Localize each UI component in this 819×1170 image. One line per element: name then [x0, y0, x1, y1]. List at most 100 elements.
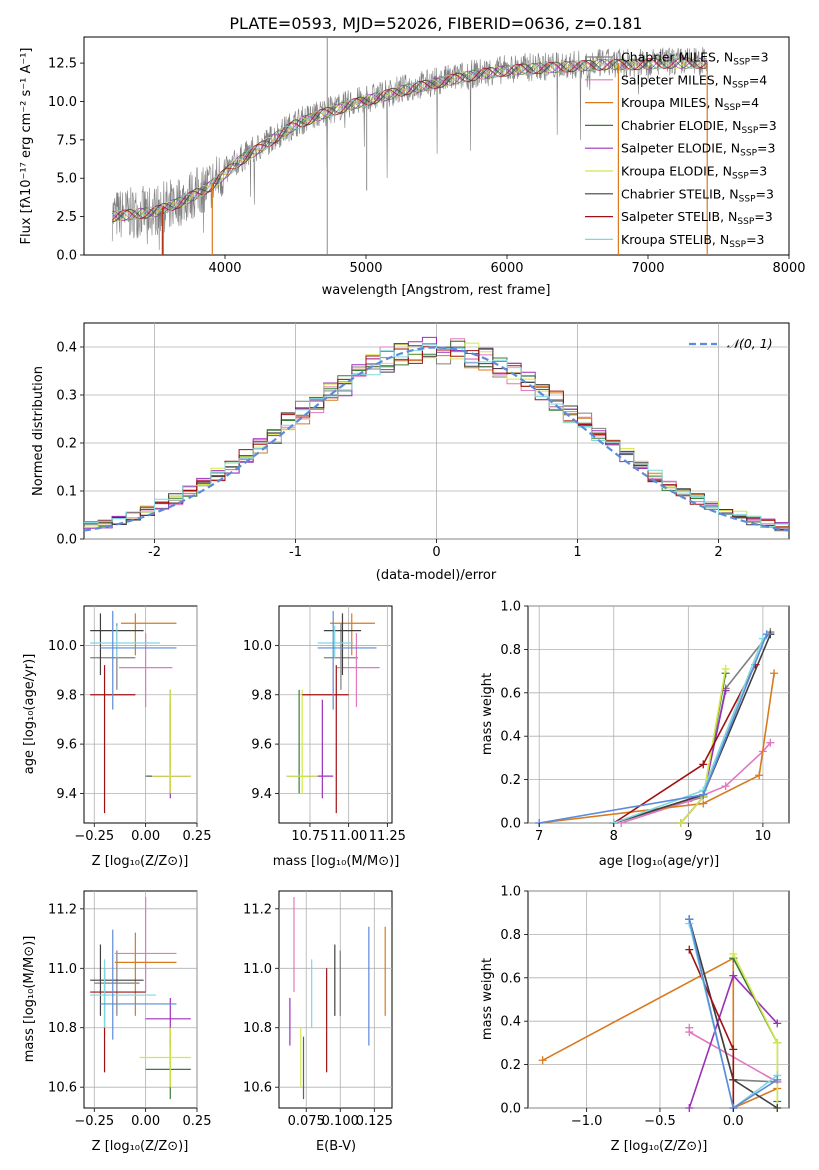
spectrum-ytick-label: 10.0 — [48, 95, 77, 110]
spectrum-xtick-label: 7000 — [631, 261, 664, 276]
normal-curve — [83, 346, 790, 532]
weight-marker — [684, 797, 693, 806]
age-vs-Z-xtick-label: −0.25 — [74, 829, 114, 844]
age-vs-Z-xtick-label: 0.25 — [183, 829, 212, 844]
weight-line — [613, 664, 757, 824]
residuals-xtick-label: -1 — [289, 545, 302, 560]
mass-vs-Z-xlabel: Z [log₁₀(Z/Z⊙)] — [92, 1139, 189, 1154]
weight-marker — [766, 738, 775, 747]
weight-line — [542, 956, 778, 1110]
grid-layer — [84, 323, 789, 1109]
age-vs-Z-ytick-label: 10.0 — [48, 639, 77, 654]
spectrum-xtick-label: 5000 — [349, 261, 382, 276]
weight-vs-age-ytick-label: 0.0 — [500, 817, 521, 832]
weight-vs-age-ytick-label: 0.6 — [500, 686, 521, 701]
weight-vs-age-xlabel: age [log₁₀(age/yr)] — [599, 854, 720, 869]
weight-marker — [685, 915, 694, 924]
weight-marker — [538, 1056, 547, 1065]
weight-marker — [755, 771, 764, 780]
spectrum-ytick-label: 7.5 — [56, 133, 77, 148]
age-vs-Z-ytick-label: 9.4 — [56, 787, 77, 802]
marks-layer — [83, 37, 790, 1112]
weight-marker — [685, 1104, 694, 1112]
age-vs-mass-ytick-label: 9.4 — [251, 787, 272, 802]
mass-vs-EBV-xtick-label: 0.125 — [356, 1114, 393, 1129]
weight-marker — [685, 1028, 694, 1037]
residuals-ytick-label: 0.1 — [56, 485, 77, 500]
spectrum-model-line — [112, 57, 707, 221]
ticks-layer: 4000 5000 6000 7000 80000.02.55.07.510.012.5… — [48, 57, 806, 1129]
age-vs-Z-xlabel: Z [log₁₀(Z/Z⊙)] — [92, 854, 189, 869]
spectrum-ytick-label: 0.0 — [56, 249, 77, 264]
spectrum-model-line — [111, 57, 707, 220]
age-vs-mass-xtick-label: 11.25 — [369, 829, 406, 844]
weight-marker — [773, 1104, 782, 1112]
weight-marker — [699, 790, 708, 799]
mass-vs-Z-ytick-label: 10.6 — [48, 1081, 77, 1096]
spectrum-xtick-label: 6000 — [490, 261, 523, 276]
age-vs-mass-xtick-label: 10.75 — [291, 829, 328, 844]
spectrum-model-line — [111, 57, 707, 221]
weight-vs-Z-ytick-label: 1.0 — [500, 885, 521, 900]
spectrum-data-line — [111, 47, 708, 250]
weight-vs-Z-ytick-label: 0.0 — [500, 1102, 521, 1117]
age-vs-Z-ytick-label: 9.8 — [56, 688, 77, 703]
spectrum-xtick-label: 4000 — [208, 261, 241, 276]
legend-entry: Kroupa STELIB, NSSP=3 — [621, 232, 765, 250]
residuals-xlabel: (data-model)/error — [376, 568, 497, 583]
legend-entry: Salpeter ELODIE, NSSP=3 — [621, 141, 775, 159]
weight-vs-age-xtick-label: 7 — [535, 829, 543, 844]
weight-vs-Z-ytick-label: 0.6 — [500, 971, 521, 986]
mass-vs-EBV-ytick-label: 10.6 — [243, 1081, 272, 1096]
weight-vs-age-ytick-label: 1.0 — [500, 600, 521, 615]
weight-marker — [773, 1038, 782, 1047]
weight-marker — [721, 664, 730, 673]
weight-marker — [762, 630, 771, 639]
weight-vs-age-xtick-label: 10 — [755, 829, 772, 844]
residuals-xtick-label: 2 — [714, 545, 722, 560]
mass-vs-EBV-ytick-label: 11.2 — [243, 902, 272, 917]
legend-entry: Salpeter MILES, NSSP=4 — [621, 72, 767, 90]
mass-vs-Z-ytick-label: 10.8 — [48, 1021, 77, 1036]
weight-marker — [773, 1019, 782, 1028]
weight-marker — [685, 945, 694, 954]
weight-line — [539, 673, 775, 824]
spectrum-ytick-label: 5.0 — [56, 172, 77, 187]
age-vs-Z-ylabel: age [log₁₀(age/yr)] — [22, 654, 37, 775]
legend-entry: Chabrier STELIB, NSSP=3 — [621, 186, 774, 204]
weight-vs-Z-ytick-label: 0.4 — [500, 1015, 521, 1030]
residuals-xtick-label: 0 — [432, 545, 440, 560]
residuals-xtick-label: -2 — [148, 545, 161, 560]
weight-line — [688, 949, 735, 1108]
weight-line — [539, 633, 768, 824]
weight-vs-Z-ytick-label: 0.2 — [500, 1058, 521, 1073]
histogram-step-line — [84, 342, 789, 528]
spectrum-ytick-label: 12.5 — [48, 57, 77, 72]
weight-vs-Z-ytick-label: 0.8 — [500, 928, 521, 943]
mass-vs-Z-xtick-label: 0.00 — [131, 1114, 160, 1129]
age-vs-mass-ytick-label: 9.6 — [251, 738, 272, 753]
mass-vs-Z-ylabel: mass [log₁₀(M/M⊙)] — [22, 936, 37, 1063]
weight-marker — [770, 669, 779, 678]
spectrum-xlabel: wavelength [Angstrom, rest frame] — [322, 283, 551, 298]
weight-marker — [773, 1075, 782, 1084]
mass-vs-EBV-axes — [278, 890, 393, 1109]
age-vs-mass-axes — [278, 605, 393, 824]
legend-entry: Kroupa MILES, NSSP=4 — [621, 95, 759, 113]
mass-vs-Z-ytick-label: 11.2 — [48, 902, 77, 917]
residuals-ytick-label: 0.4 — [56, 341, 77, 356]
weight-marker — [721, 782, 730, 791]
legend-entry: Chabrier ELODIE, NSSP=3 — [621, 118, 777, 136]
age-vs-mass-ytick-label: 10.0 — [243, 639, 272, 654]
legend-layer: Chabrier MILES, NSSP=3 Salpeter MILES, NS… — [585, 50, 777, 351]
weight-vs-Z-ylabel: mass weight — [480, 958, 495, 1040]
normal-legend-label: 𝒩(0, 1) — [727, 336, 773, 351]
age-vs-mass-ytick-label: 9.8 — [251, 688, 272, 703]
histogram-step-line — [84, 344, 789, 528]
spectrum-model-line — [112, 57, 707, 223]
residuals-xtick-label: 1 — [573, 545, 581, 560]
age-vs-mass-xlabel: mass [log₁₀(M/M⊙)] — [273, 854, 400, 869]
spectrum-xtick-label: 8000 — [772, 261, 805, 276]
age-vs-mass-xtick-label: 11.00 — [330, 829, 367, 844]
